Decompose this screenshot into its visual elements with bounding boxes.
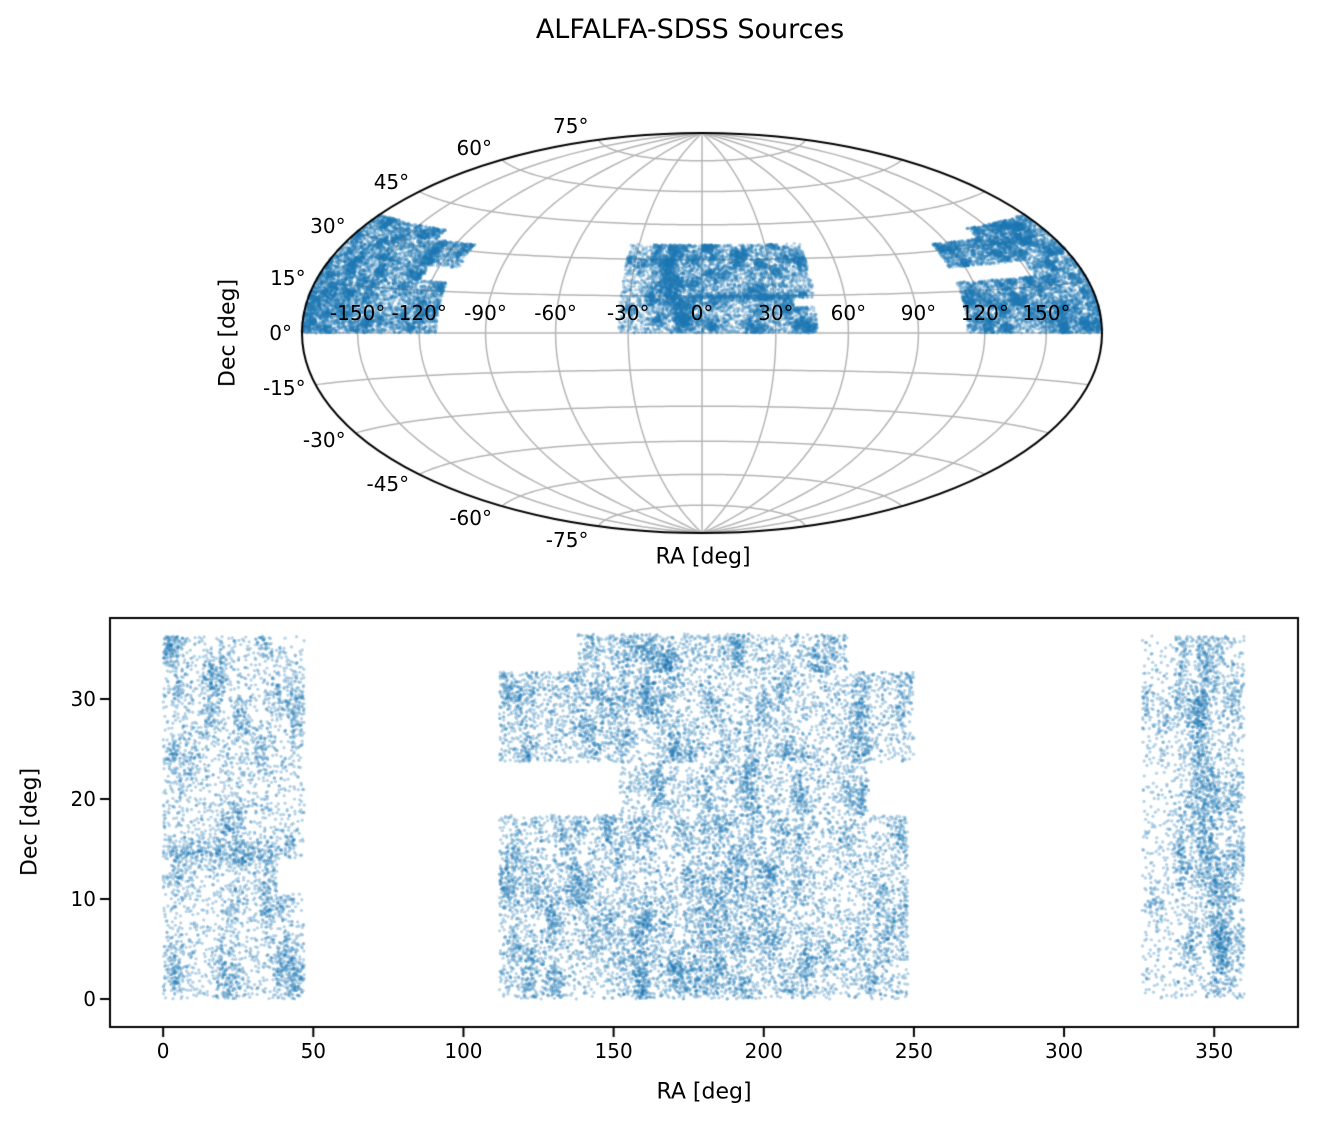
sky-plot-x-axis-label: RA [deg] [655, 544, 751, 570]
sky-plot-y-axis-label: Dec [deg] [215, 278, 241, 388]
flat-plot-x-axis-label: RA [deg] [656, 1079, 752, 1105]
ra-dec-scatter-canvas [0, 560, 1318, 1121]
flat-plot-y-axis-label: Dec [deg] [17, 767, 43, 877]
figure-title: ALFALFA-SDSS Sources [535, 14, 845, 45]
sky-projection-canvas [0, 55, 1318, 585]
